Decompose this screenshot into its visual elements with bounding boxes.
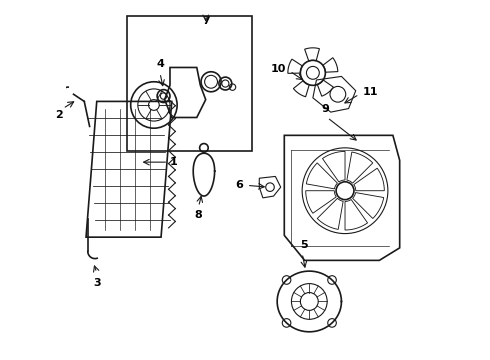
Text: 2: 2 — [55, 111, 63, 120]
Text: 7: 7 — [202, 16, 210, 26]
Text: 8: 8 — [195, 210, 202, 220]
Text: 4: 4 — [156, 59, 164, 69]
Bar — [127, 16, 252, 152]
Text: 10: 10 — [270, 64, 286, 74]
Text: 6: 6 — [235, 180, 243, 190]
Text: 1: 1 — [170, 157, 178, 167]
Text: 9: 9 — [321, 104, 329, 114]
Text: 5: 5 — [300, 240, 308, 249]
Text: 3: 3 — [93, 278, 100, 288]
Circle shape — [148, 100, 159, 111]
Text: 11: 11 — [363, 87, 378, 98]
